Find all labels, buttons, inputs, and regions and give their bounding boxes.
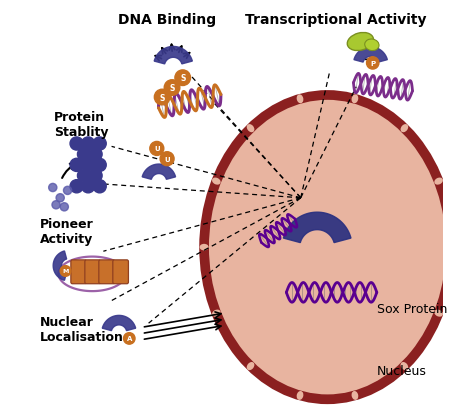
Circle shape (70, 138, 83, 151)
Text: Pioneer
Activity: Pioneer Activity (40, 217, 93, 245)
Circle shape (64, 187, 72, 195)
Text: M: M (63, 269, 69, 274)
Circle shape (164, 81, 180, 96)
Polygon shape (154, 47, 192, 65)
Circle shape (89, 170, 102, 183)
Circle shape (160, 152, 174, 166)
Ellipse shape (352, 391, 358, 400)
Polygon shape (354, 48, 387, 63)
Circle shape (77, 148, 91, 161)
Circle shape (93, 159, 106, 172)
Circle shape (93, 138, 106, 151)
Circle shape (70, 180, 83, 193)
Circle shape (82, 159, 95, 172)
FancyBboxPatch shape (85, 260, 100, 284)
Polygon shape (102, 316, 136, 331)
Text: Protein
Stablity: Protein Stablity (54, 111, 109, 138)
Ellipse shape (297, 95, 303, 104)
Circle shape (89, 148, 102, 161)
Text: S: S (169, 84, 175, 93)
Ellipse shape (247, 125, 255, 133)
Circle shape (155, 90, 170, 106)
Polygon shape (142, 165, 175, 180)
Ellipse shape (204, 96, 451, 399)
Circle shape (70, 159, 83, 172)
Text: Transcriptional Activity: Transcriptional Activity (245, 13, 427, 27)
Text: P: P (370, 61, 375, 67)
Text: S: S (180, 74, 185, 83)
Ellipse shape (212, 178, 220, 185)
Text: Nucleus: Nucleus (377, 364, 427, 377)
Text: U: U (164, 157, 170, 162)
FancyBboxPatch shape (113, 260, 128, 284)
Ellipse shape (297, 391, 303, 400)
Ellipse shape (200, 244, 209, 251)
Ellipse shape (401, 125, 408, 133)
Polygon shape (283, 213, 351, 243)
FancyBboxPatch shape (99, 260, 114, 284)
Ellipse shape (401, 362, 408, 370)
Ellipse shape (434, 178, 443, 185)
FancyBboxPatch shape (71, 260, 86, 284)
Circle shape (52, 201, 60, 209)
Circle shape (150, 142, 164, 156)
Text: S: S (159, 93, 165, 102)
Circle shape (60, 266, 71, 277)
Circle shape (366, 57, 379, 70)
Circle shape (49, 184, 57, 192)
Ellipse shape (447, 244, 456, 251)
Polygon shape (53, 252, 67, 281)
Ellipse shape (365, 40, 379, 52)
Circle shape (93, 180, 106, 193)
Circle shape (82, 180, 95, 193)
Ellipse shape (352, 95, 358, 104)
Circle shape (77, 170, 91, 183)
Circle shape (124, 333, 135, 344)
Text: A: A (127, 336, 132, 342)
Text: U: U (154, 146, 160, 152)
Circle shape (82, 138, 95, 151)
Circle shape (56, 194, 64, 202)
Ellipse shape (212, 310, 220, 317)
Ellipse shape (434, 310, 443, 317)
Text: Nuclear
Localisation: Nuclear Localisation (40, 316, 124, 344)
Text: DNA Binding: DNA Binding (118, 13, 216, 27)
Ellipse shape (347, 33, 374, 51)
Circle shape (60, 203, 68, 211)
Text: Sox Protein: Sox Protein (377, 303, 447, 316)
Ellipse shape (247, 362, 255, 370)
Circle shape (175, 71, 191, 86)
